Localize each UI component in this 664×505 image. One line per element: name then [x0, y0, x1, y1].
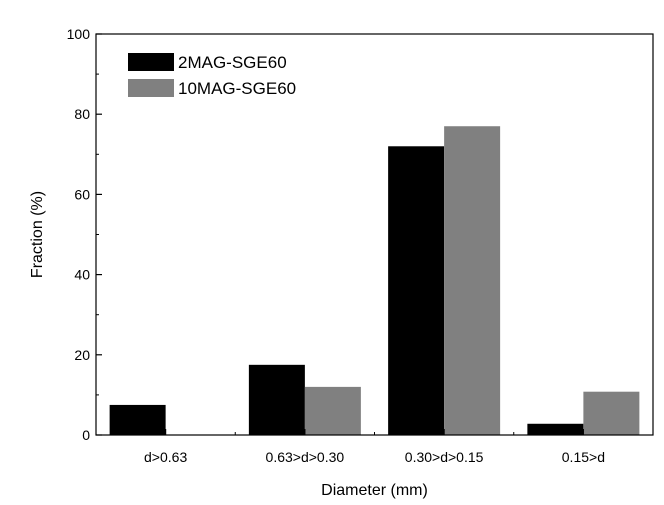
legend-swatch: [128, 79, 174, 97]
bar-series-1: [388, 146, 444, 435]
legend-label: 2MAG-SGE60: [178, 53, 287, 72]
bar-series-2: [583, 392, 639, 435]
bar-series-1: [249, 365, 305, 435]
legend-label: 10MAG-SGE60: [178, 79, 296, 98]
bar-series-1: [527, 424, 583, 435]
x-tick-label: 0.63>d>0.30: [266, 449, 345, 465]
y-tick-label: 60: [74, 186, 90, 202]
legend-swatch: [128, 53, 174, 71]
y-tick-label: 20: [74, 347, 90, 363]
x-tick-label: 0.30>d>0.15: [405, 449, 484, 465]
legend: 2MAG-SGE60 10MAG-SGE60: [128, 53, 296, 98]
x-tick-label: 0.15>d: [562, 449, 605, 465]
x-tick-label: d>0.63: [144, 449, 187, 465]
y-tick-label: 100: [67, 26, 91, 42]
y-tick-label: 40: [74, 267, 90, 283]
bars-group: [110, 126, 640, 435]
bar-series-2: [444, 126, 500, 435]
y-tick-label: 80: [74, 106, 90, 122]
bar-series-2: [305, 387, 361, 435]
x-axis-title: Diameter (mm): [321, 482, 428, 499]
bar-series-1: [110, 405, 166, 435]
y-axis-title: Fraction (%): [29, 191, 46, 278]
y-tick-label: 0: [82, 427, 90, 443]
